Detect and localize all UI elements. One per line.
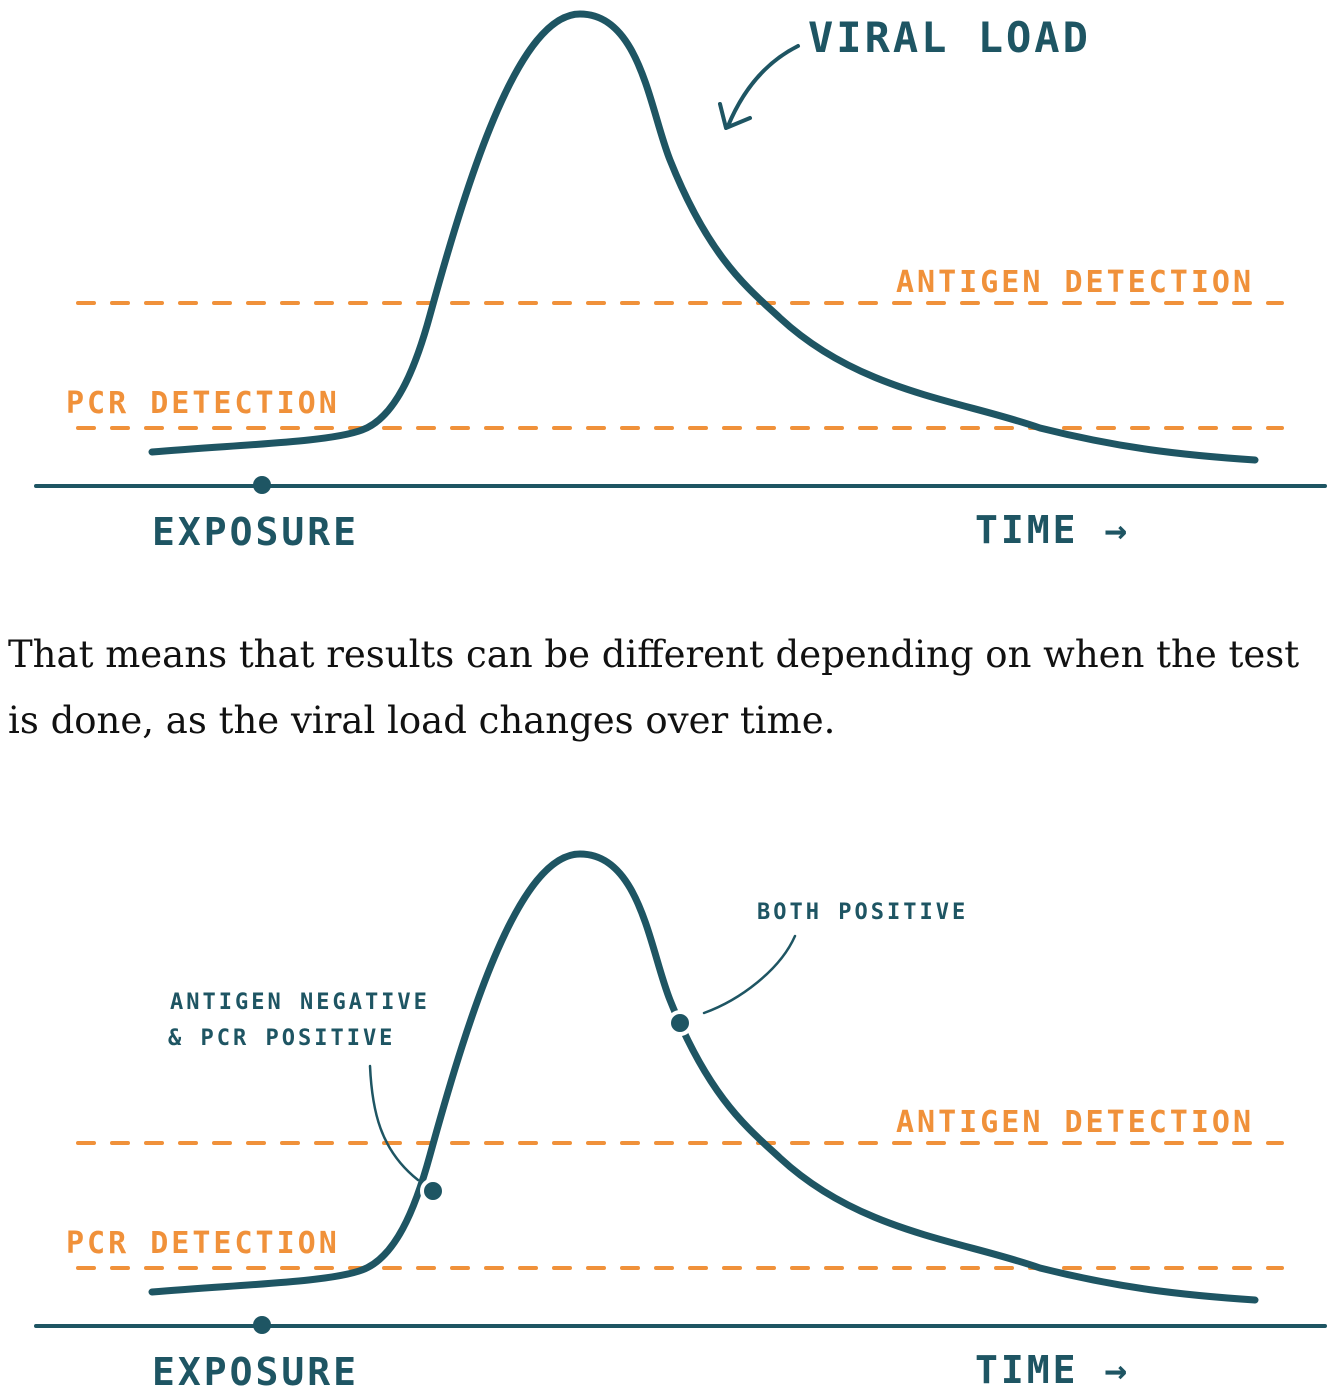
pcr-detection-label: PCR DETECTION: [66, 1226, 340, 1261]
both-positive-point: [667, 1010, 693, 1036]
test-results-diagram: ANTIGEN DETECTION PCR DETECTION EXPOSURE…: [0, 840, 1332, 1395]
viral-load-svg: VIRAL LOAD ANTIGEN DETECTION PCR DETECTI…: [34, 10, 1327, 554]
antigen-detection-label: ANTIGEN DETECTION: [896, 265, 1254, 300]
peak-annotation-leader: [702, 934, 797, 1015]
time-label: TIME →: [975, 1348, 1130, 1392]
early-annotation-leader: [368, 1064, 420, 1182]
exposure-label: EXPOSURE: [152, 1350, 359, 1394]
viral-load-diagram: VIRAL LOAD ANTIGEN DETECTION PCR DETECTI…: [0, 0, 1332, 555]
antigen-negative-annotation-line1: ANTIGEN NEGATIVE: [170, 990, 430, 1015]
time-label: TIME →: [975, 508, 1130, 552]
antigen-negative-pcr-positive-point: [420, 1178, 446, 1204]
viral-load-curve: [148, 850, 1259, 1304]
viral-load-pointer-arrow: [718, 44, 800, 130]
test-results-svg: ANTIGEN DETECTION PCR DETECTION EXPOSURE…: [34, 850, 1327, 1394]
viral-load-label: VIRAL LOAD: [808, 13, 1091, 62]
pcr-detection-label: PCR DETECTION: [66, 386, 340, 421]
exposure-marker: [253, 1316, 271, 1334]
exposure-label: EXPOSURE: [152, 510, 359, 554]
both-positive-annotation: BOTH POSITIVE: [757, 900, 968, 925]
body-paragraph: That means that results can be different…: [8, 633, 1300, 742]
antigen-detection-label: ANTIGEN DETECTION: [896, 1105, 1254, 1140]
viral-load-curve: [148, 10, 1259, 464]
exposure-marker: [253, 476, 271, 494]
antigen-negative-annotation-line2: & PCR POSITIVE: [168, 1026, 395, 1051]
